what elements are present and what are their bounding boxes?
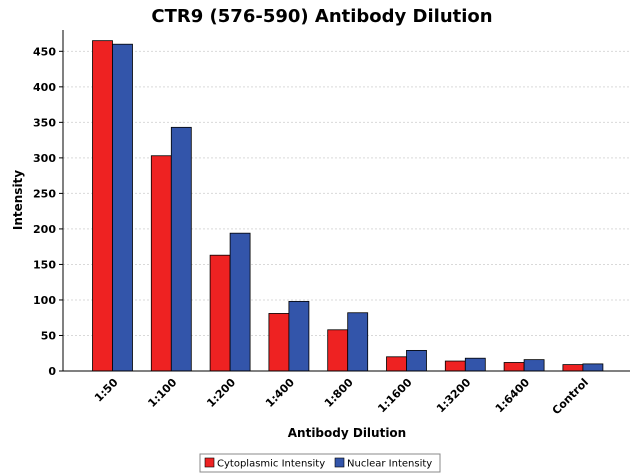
x-tick-label: 1:6400 — [493, 376, 533, 416]
bar-nuclear — [523, 359, 545, 372]
x-tick-label: 1:50 — [92, 376, 121, 405]
bar-cytoplasmic — [444, 360, 466, 372]
y-tick-label: 250 — [33, 187, 56, 200]
legend: Cytoplasmic Intensity Nuclear Intensity — [199, 453, 441, 473]
bar-nuclear — [582, 363, 604, 372]
y-tick-label: 350 — [33, 116, 56, 129]
x-tick-label: 1:1600 — [375, 376, 415, 416]
y-axis-label: Intensity — [11, 170, 25, 230]
y-tick-label: 300 — [33, 152, 56, 165]
chart-title: CTR9 (576-590) Antibody Dilution — [151, 6, 492, 27]
bar-cytoplasmic — [562, 364, 584, 372]
bar-cytoplasmic — [92, 40, 113, 372]
x-ticks: 1:50 1:100 1:200 1:400 1:800 1:1600 1:3200 1:64… — [92, 376, 591, 418]
bar-cytoplasmic — [268, 313, 290, 372]
y-tick-label: 100 — [33, 294, 56, 307]
axes — [62, 30, 630, 372]
legend-box — [199, 453, 441, 473]
bar-cytoplasmic — [209, 254, 231, 372]
bar-nuclear — [406, 349, 427, 372]
x-tick-label: 1:400 — [263, 376, 297, 410]
x-axis-label: Antibody Dilution — [288, 426, 406, 440]
bar-cytoplasmic — [150, 155, 172, 372]
bar-nuclear — [347, 312, 369, 372]
legend-swatch-cytoplasmic — [204, 457, 215, 468]
legend-swatch-nuclear — [334, 457, 345, 468]
x-tick-label: 1:3200 — [434, 376, 474, 416]
y-tick-label: 450 — [33, 45, 56, 58]
x-tick-label: 1:800 — [322, 376, 356, 410]
bar-nuclear — [112, 43, 133, 372]
y-tick-label: 0 — [48, 365, 56, 378]
bars — [92, 40, 604, 372]
y-tick-label: 150 — [33, 258, 56, 271]
y-tick-label: 400 — [33, 81, 56, 94]
bar-nuclear — [170, 126, 192, 372]
y-tick-label: 50 — [41, 329, 57, 342]
bar-nuclear — [464, 357, 486, 372]
y-ticks: 0 50 100 150 200 250 300 350 400 450 — [33, 45, 63, 378]
y-tick-label: 200 — [33, 223, 56, 236]
x-tick-label: 1:100 — [145, 376, 179, 410]
bar-nuclear — [288, 300, 310, 372]
gridlines — [63, 50, 630, 336]
x-tick-label: Control — [550, 376, 591, 417]
bar-cytoplasmic — [327, 329, 349, 372]
bar-cytoplasmic — [386, 356, 407, 372]
bar-cytoplasmic — [503, 362, 525, 372]
legend-label-nuclear: Nuclear Intensity — [347, 459, 432, 470]
legend-label-cytoplasmic: Cytoplasmic Intensity — [217, 459, 325, 470]
bar-nuclear — [229, 232, 251, 372]
x-tick-label: 1:200 — [204, 376, 238, 410]
